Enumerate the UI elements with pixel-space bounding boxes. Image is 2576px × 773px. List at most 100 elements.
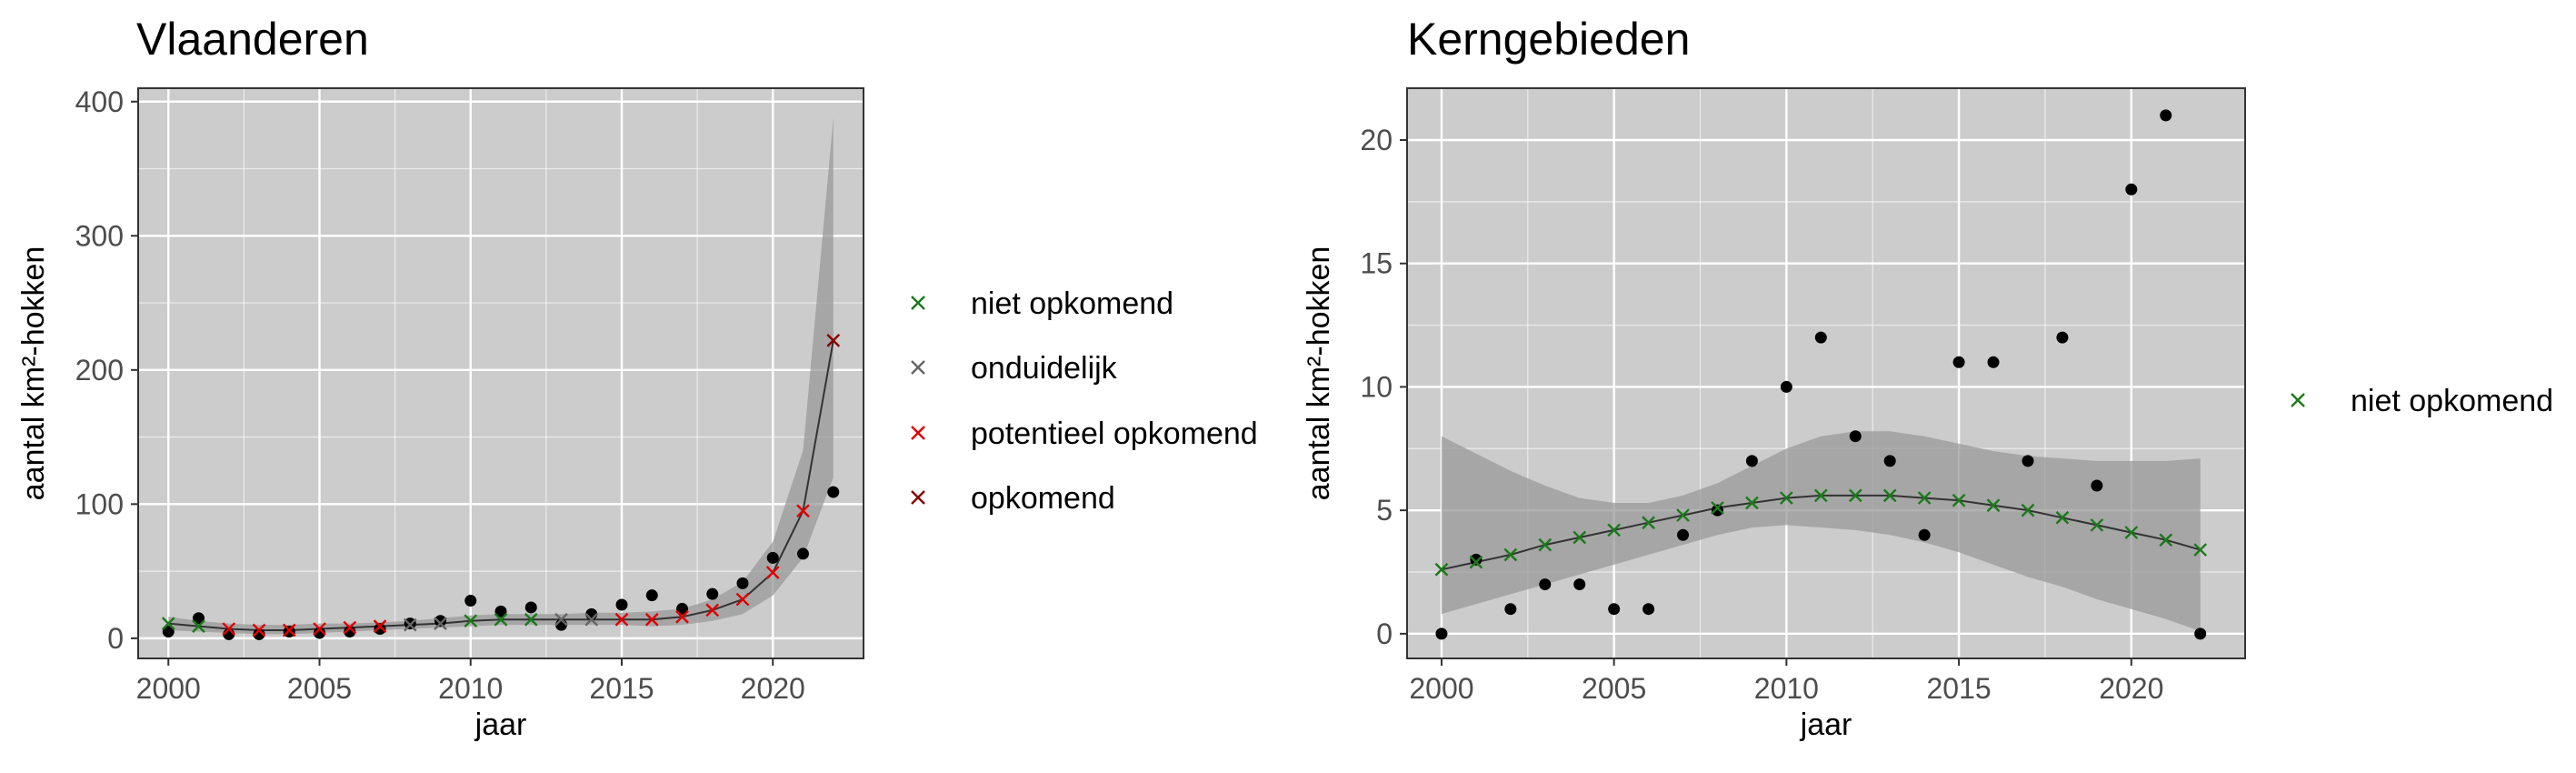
trend-marker bbox=[2124, 526, 2139, 539]
trend-marker bbox=[1848, 488, 1862, 503]
observed-point bbox=[2194, 627, 2207, 640]
legend-label: niet opkomend bbox=[971, 286, 1173, 321]
x-tick-label: 2000 bbox=[136, 672, 201, 705]
observed-point bbox=[162, 625, 175, 637]
observed-point bbox=[434, 615, 446, 627]
y-tick-label: 200 bbox=[75, 354, 124, 386]
legend-key-icon bbox=[2291, 393, 2305, 407]
trend-marker bbox=[1676, 508, 1690, 522]
x-tick-label: 2010 bbox=[1754, 672, 1819, 705]
trend-marker bbox=[252, 623, 266, 637]
x-axis-label: jaar bbox=[1800, 708, 1852, 742]
trend-marker bbox=[826, 334, 841, 347]
trend-marker bbox=[1573, 530, 1587, 545]
observed-point bbox=[1504, 603, 1517, 616]
observed-point bbox=[1711, 504, 1723, 517]
y-tick-label: 100 bbox=[75, 487, 124, 520]
x-tick-label: 2020 bbox=[2099, 672, 2163, 705]
x-tick-label: 2020 bbox=[741, 672, 805, 705]
observed-point bbox=[1918, 528, 1931, 541]
observed-point bbox=[645, 589, 658, 602]
observed-point bbox=[253, 627, 265, 640]
trend-marker bbox=[1745, 496, 1759, 510]
trend-marker bbox=[735, 592, 750, 607]
trend-marker bbox=[282, 623, 296, 637]
trend-marker bbox=[614, 612, 629, 627]
legend-key-icon bbox=[911, 296, 925, 310]
trend-marker bbox=[222, 622, 236, 636]
chart-title: Kerngebieden bbox=[1407, 14, 1690, 65]
x-tick-label: 2005 bbox=[287, 672, 352, 705]
y-axis-label: aantal km²-hokken bbox=[16, 246, 51, 501]
observed-point bbox=[1677, 528, 1690, 541]
trend-marker bbox=[464, 614, 478, 628]
trend-marker bbox=[796, 504, 810, 518]
observed-point bbox=[706, 587, 719, 600]
x-tick-label: 2015 bbox=[589, 672, 654, 705]
observed-point bbox=[827, 486, 840, 498]
trend-marker bbox=[644, 612, 659, 627]
observed-point bbox=[1539, 578, 1552, 591]
legend-key-icon bbox=[911, 426, 925, 440]
trend-marker bbox=[192, 619, 205, 633]
confidence-ribbon bbox=[1441, 431, 2201, 632]
x-tick-label: 2010 bbox=[438, 672, 503, 705]
panel-background bbox=[138, 88, 864, 658]
trend-marker bbox=[1952, 493, 1966, 507]
chart-panel-0: 2000 2005 2010 2015 2020 0 100 200 300 400 Vlaande… bbox=[16, 14, 1258, 742]
trend-marker bbox=[1917, 491, 1932, 505]
trend-marker bbox=[1503, 547, 1518, 562]
chart-panel-1: 2000 2005 2010 2015 2020 0 5 10 15 20 Kerngebieden… bbox=[1302, 14, 2553, 742]
x-tick-label: 2005 bbox=[1582, 672, 1646, 705]
confidence-ribbon bbox=[168, 117, 834, 635]
x-axis-label: jaar bbox=[474, 708, 527, 742]
y-tick-label: 400 bbox=[75, 85, 124, 118]
trend-marker bbox=[524, 612, 538, 627]
observed-point bbox=[1883, 455, 1896, 467]
trend-marker bbox=[1813, 488, 1828, 503]
observed-point bbox=[344, 625, 356, 637]
trend-marker bbox=[373, 619, 387, 633]
observed-point bbox=[193, 612, 205, 625]
trend-marker bbox=[1882, 488, 1897, 503]
trend-marker bbox=[554, 612, 568, 627]
observed-point bbox=[2022, 455, 2034, 467]
trend-marker bbox=[1711, 501, 1724, 515]
trend-marker bbox=[2090, 518, 2104, 532]
observed-point bbox=[1573, 578, 1586, 591]
trend-marker bbox=[2193, 543, 2208, 557]
observed-point bbox=[1849, 430, 1862, 443]
trend-marker bbox=[584, 612, 599, 627]
trend-marker bbox=[494, 612, 508, 627]
trend-marker bbox=[1986, 498, 2001, 513]
y-tick-label: 0 bbox=[1376, 617, 1393, 650]
observed-point bbox=[2056, 331, 2069, 344]
trend-marker bbox=[1434, 562, 1449, 577]
observed-point bbox=[1745, 455, 1758, 467]
panel-border bbox=[137, 87, 864, 659]
observed-point bbox=[766, 551, 779, 564]
legend-key-icon bbox=[911, 490, 925, 505]
y-tick-label: 15 bbox=[1360, 247, 1393, 280]
observed-point bbox=[615, 598, 628, 611]
observed-point bbox=[1470, 553, 1483, 566]
observed-point bbox=[314, 627, 325, 639]
chart-title: Vlaanderen bbox=[136, 14, 369, 65]
y-tick-label: 0 bbox=[107, 622, 124, 655]
panel-border bbox=[1406, 87, 2246, 659]
observed-point bbox=[1987, 356, 2000, 368]
observed-point bbox=[1642, 603, 1655, 616]
trend-marker bbox=[2055, 510, 2070, 525]
trend-marker bbox=[1538, 537, 1553, 552]
trend-marker bbox=[1642, 516, 1655, 530]
x-tick-label: 2000 bbox=[1409, 672, 1473, 705]
legend-label: potentieel opkomend bbox=[971, 417, 1258, 451]
y-tick-label: 5 bbox=[1376, 494, 1393, 527]
y-tick-label: 20 bbox=[1360, 124, 1393, 156]
observed-point bbox=[736, 577, 749, 589]
observed-point bbox=[2125, 183, 2138, 196]
trend-marker bbox=[705, 603, 720, 617]
observed-point bbox=[1780, 380, 1792, 393]
legend-label: onduidelijk bbox=[971, 351, 1118, 386]
